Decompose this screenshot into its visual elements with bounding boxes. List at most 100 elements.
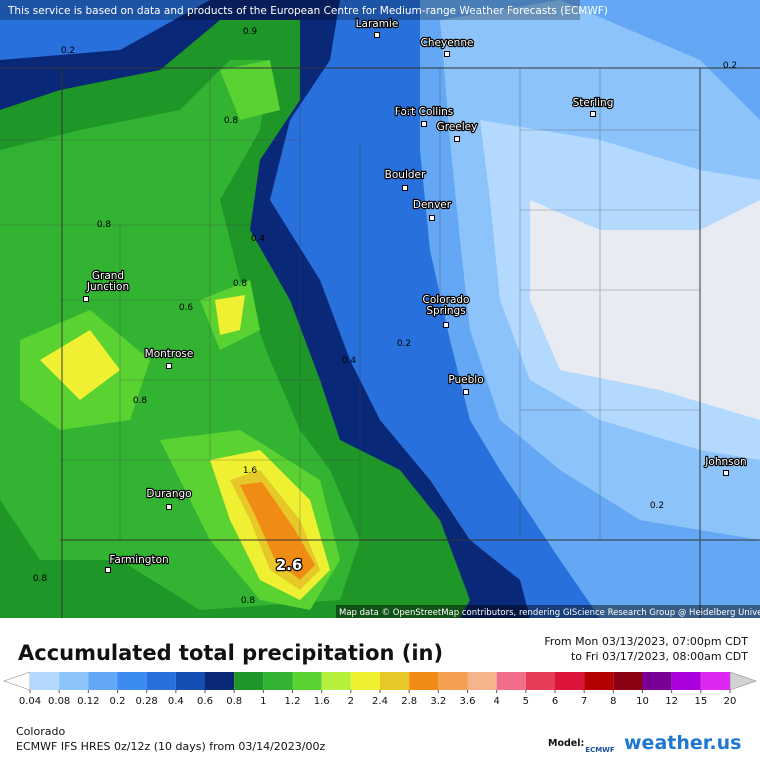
legend-swatch — [613, 672, 643, 690]
model-label: Model: — [548, 738, 584, 749]
contour-label: 0.4 — [251, 234, 266, 244]
contour-label: 0.9 — [243, 27, 258, 37]
contour-label: 2.6 — [276, 556, 303, 574]
city-label: Durango — [146, 488, 191, 500]
city-marker — [374, 32, 380, 38]
city-label: Denver — [413, 199, 452, 211]
legend-swatch — [584, 672, 614, 690]
title: Accumulated total precipitation (in) — [18, 641, 443, 665]
legend-swatch — [88, 672, 118, 690]
contour-label: 0.6 — [179, 303, 194, 313]
legend-tick-label: 2 — [348, 696, 354, 707]
contour-label: 1.6 — [243, 466, 258, 476]
contour-label: 0.8 — [133, 396, 148, 406]
city-marker — [421, 121, 427, 127]
legend-swatch — [555, 672, 585, 690]
city-marker — [443, 322, 449, 328]
legend-swatch — [263, 672, 293, 690]
legend-swatch — [205, 672, 235, 690]
legend-swatch — [525, 672, 555, 690]
map-credit: Map data © OpenStreetMap contributors, r… — [339, 608, 760, 618]
legend-tick-label: 0.12 — [77, 696, 99, 707]
city-label: Greeley — [437, 121, 478, 133]
legend-tick-label: 0.4 — [168, 696, 184, 707]
legend-swatch — [496, 672, 526, 690]
legend-swatch — [321, 672, 351, 690]
contour-label: 0.2 — [397, 339, 411, 349]
city-label: Junction — [86, 281, 129, 293]
region: Colorado — [16, 725, 65, 738]
contour-label: 0.4 — [342, 356, 357, 366]
legend-swatch — [117, 672, 147, 690]
credit-bar — [336, 605, 760, 618]
legend-tick-label: 12 — [665, 696, 678, 707]
city-label: Pueblo — [448, 374, 483, 386]
legend-tick-label: 0.04 — [19, 696, 41, 707]
legend-tick-label: 0.08 — [48, 696, 70, 707]
period-to: to Fri 03/17/2023, 08:00am CDT — [571, 650, 748, 663]
legend-tick-label: 15 — [694, 696, 707, 707]
legend-tick-label: 1.6 — [314, 696, 330, 707]
legend-swatch — [642, 672, 672, 690]
city-marker — [166, 504, 172, 510]
legend-swatch — [700, 672, 730, 690]
legend-tick-label: 1.2 — [285, 696, 301, 707]
legend-swatch — [380, 672, 410, 690]
city-marker — [444, 51, 450, 57]
county-borders — [0, 68, 700, 540]
legend-tick-label: 5 — [523, 696, 529, 707]
legend-tick-label: 20 — [724, 696, 737, 707]
legend-swatch — [292, 672, 322, 690]
legend-swatch — [409, 672, 439, 690]
city-label: Colorado — [423, 294, 470, 306]
contour-label: 0.8 — [233, 279, 248, 289]
city-label: Springs — [426, 305, 465, 317]
legend-tick-label: 7 — [581, 696, 587, 707]
contour-label: 0.2 — [650, 501, 664, 511]
city-marker — [105, 567, 111, 573]
legend-tick-label: 4 — [493, 696, 499, 707]
legend-tick-label: 1 — [260, 696, 266, 707]
legend-tick-label: 0.8 — [226, 696, 242, 707]
legend-tick-label: 6 — [552, 696, 558, 707]
city-label: Boulder — [385, 169, 426, 181]
contour-label: 0.2 — [61, 46, 75, 56]
attribution: This service is based on data and produc… — [7, 5, 608, 17]
city-marker — [166, 363, 172, 369]
city-label: Laramie — [356, 18, 399, 30]
city-marker — [429, 215, 435, 221]
legend-tick-label: 10 — [636, 696, 649, 707]
city-marker — [723, 470, 729, 476]
legend-arrow-low — [3, 671, 31, 691]
city-label: Fort Collins — [395, 106, 454, 118]
legend-swatch — [467, 672, 497, 690]
city-label: Sterling — [573, 97, 614, 109]
legend-tick-label: 0.2 — [110, 696, 126, 707]
city-marker — [590, 111, 596, 117]
legend-swatch — [234, 672, 264, 690]
period-from: From Mon 03/13/2023, 07:00pm CDT — [544, 635, 748, 648]
legend: 0.04 0.08 0.12 0.2 0.28 0.4 0.6 0.8 1 1.2 1.6 2 2.4 2… — [3, 671, 757, 707]
city-marker — [402, 185, 408, 191]
city-label: Cheyenne — [421, 37, 474, 49]
city-label: Grand — [92, 270, 124, 282]
legend-tick-label: 3.2 — [430, 696, 446, 707]
legend-swatch — [30, 672, 60, 690]
contour-label: 0.2 — [723, 61, 737, 71]
city-label: Farmington — [109, 554, 168, 566]
legend-tick-label: 3.6 — [460, 696, 476, 707]
city-marker — [463, 389, 469, 395]
precip-region — [240, 482, 315, 580]
legend-swatch — [350, 672, 380, 690]
city-marker — [454, 136, 460, 142]
map: Laramie Cheyenne Fort Collins Greeley Sterli… — [0, 0, 760, 618]
legend-tick-label: 8 — [610, 696, 616, 707]
legend-tick-label: 2.4 — [372, 696, 388, 707]
legend-swatch — [438, 672, 468, 690]
contour-label: 0.8 — [33, 574, 48, 584]
city-label: Montrose — [145, 348, 194, 360]
model-line: ECMWF IFS HRES 0z/12z (10 days) from 03/… — [16, 740, 326, 753]
legend-swatch — [671, 672, 701, 690]
city-layer: Laramie Cheyenne Fort Collins Greeley Sterli… — [83, 17, 748, 573]
